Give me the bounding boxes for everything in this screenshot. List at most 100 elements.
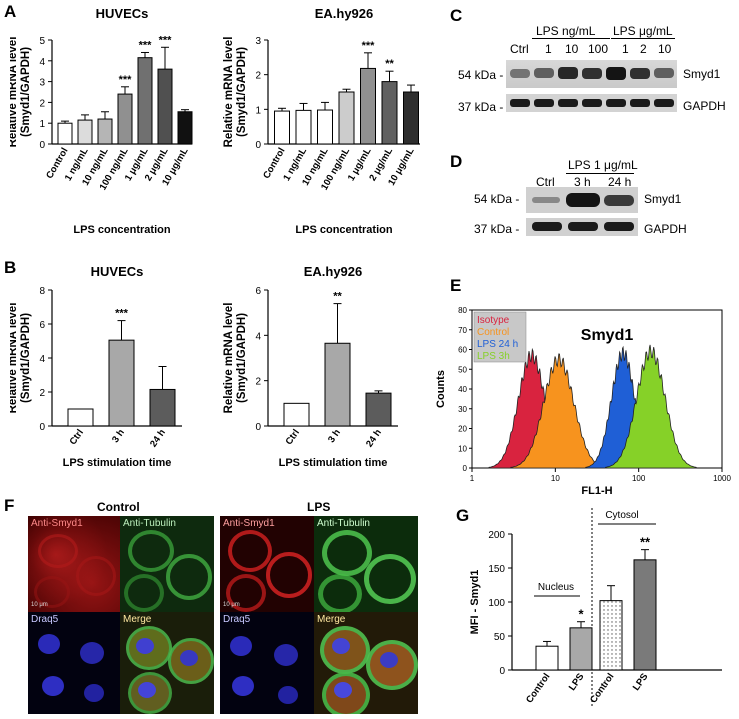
bar bbox=[97, 118, 113, 145]
legend-entry: Isotype bbox=[477, 315, 510, 326]
y-tick-label: 6 bbox=[255, 286, 261, 297]
x-axis-label: LPS concentration bbox=[295, 224, 392, 236]
bar bbox=[157, 68, 173, 145]
blot-d-header: LPS 1 μg/mL bbox=[568, 158, 638, 172]
blot-c-smyd1-band bbox=[606, 67, 626, 80]
micro-control-merge: Merge bbox=[120, 612, 214, 714]
significance-mark: ** bbox=[640, 535, 651, 550]
chart-title: EA.hy926 bbox=[315, 6, 374, 21]
panel-letter-g: G bbox=[456, 506, 470, 525]
blot-c-lane-label: 1 bbox=[545, 42, 552, 56]
blot-d-smyd1-label: Smyd1 bbox=[644, 192, 682, 206]
bar bbox=[365, 392, 392, 427]
micro-lps-label-merge: Merge bbox=[317, 614, 346, 625]
y-tick-label: 2 bbox=[39, 98, 45, 109]
y-tick-label: 200 bbox=[488, 530, 505, 541]
blot-c-header-line-ng bbox=[532, 38, 610, 39]
y-tick-label: 4 bbox=[255, 331, 261, 342]
chart-huvec-concentration: HUVECs 0 1 2 3 4 5 Relative mRNA level(Smyd1/GA… bbox=[10, 6, 193, 236]
significance-mark: *** bbox=[139, 39, 153, 51]
y-tick-label: 80 bbox=[458, 306, 467, 315]
micro-lps-draq5: Draq5 bbox=[220, 612, 314, 714]
chart-huvec-time: HUVECs 0 2 4 6 8 Relative mRNA level(Smyd1/GAP… bbox=[10, 264, 182, 469]
blot-d-lane-3h: 3 h bbox=[574, 175, 591, 189]
category-label: Ctrl bbox=[68, 427, 86, 447]
y-tick-label: 8 bbox=[39, 286, 45, 297]
chart-title: HUVECs bbox=[96, 6, 149, 21]
blot-d-band-ctrl bbox=[532, 197, 560, 203]
blot-c-gapdh-band bbox=[606, 99, 626, 107]
y-axis-label-line2: (Smyd1/GAPDH) bbox=[20, 313, 32, 403]
panel-letter-d: D bbox=[450, 152, 463, 171]
y-axis-label: Counts bbox=[435, 370, 447, 408]
bar bbox=[283, 402, 310, 427]
blot-c-lane-label: 1 bbox=[622, 42, 629, 56]
micro-control-label-smyd1: Anti-Smyd1 bbox=[31, 518, 83, 529]
blot-d-kda-54: 54 kDa - bbox=[474, 192, 520, 206]
bar bbox=[381, 81, 398, 145]
y-tick-label: 150 bbox=[488, 564, 505, 575]
blot-d-kda-37: 37 kDa - bbox=[474, 222, 520, 236]
western-blot-d: LPS 1 μg/mL Ctrl 3 h 24 h 54 kDa - 37 kD… bbox=[470, 148, 739, 248]
category-label: 3 h bbox=[110, 427, 127, 445]
blot-c-lane-label: 10 bbox=[565, 42, 579, 56]
blot-c-header-ug: LPS μg/mL bbox=[613, 24, 673, 38]
y-tick-label: 0 bbox=[255, 422, 261, 433]
blot-c-smyd1-strip bbox=[506, 60, 677, 88]
y-tick-label: 1 bbox=[255, 105, 261, 116]
y-tick-label: 100 bbox=[488, 598, 505, 609]
bar bbox=[274, 110, 290, 145]
legend-box bbox=[473, 311, 527, 363]
blot-c-smyd1-band bbox=[558, 67, 578, 80]
micro-lps-scale: 10 μm bbox=[223, 602, 240, 608]
blot-c-smyd1-band bbox=[534, 68, 554, 79]
micro-lps-title: LPS bbox=[307, 500, 331, 514]
blot-c-gapdh-band bbox=[654, 99, 674, 107]
significance-mark: *** bbox=[115, 308, 129, 320]
microscopy-panel: Control LPS Anti-Smyd1 10 μm Anti-Tubuli… bbox=[22, 498, 442, 716]
y-axis-label-line1: Relative mRNA level bbox=[223, 303, 235, 414]
legend-entry: LPS 3h bbox=[477, 351, 510, 362]
micro-control-title: Control bbox=[97, 500, 140, 514]
y-tick-label: 20 bbox=[458, 425, 467, 434]
blot-c-gapdh-band bbox=[534, 99, 554, 107]
significance-mark: *** bbox=[159, 34, 173, 46]
bar bbox=[403, 91, 419, 145]
y-tick-label: 50 bbox=[458, 365, 467, 374]
y-tick-label: 60 bbox=[458, 346, 467, 355]
y-tick-label: 0 bbox=[255, 140, 261, 151]
y-tick-label: 0 bbox=[39, 140, 45, 151]
y-tick-label: 0 bbox=[39, 422, 45, 433]
y-tick-label: 6 bbox=[39, 320, 45, 331]
blot-d-gapdh-label: GAPDH bbox=[644, 222, 687, 236]
category-label: 24 h bbox=[148, 427, 168, 449]
micro-lps-label-smyd1: Anti-Smyd1 bbox=[223, 518, 275, 529]
blot-c-smyd1-band bbox=[582, 67, 602, 80]
y-tick-label: 4 bbox=[39, 354, 45, 365]
y-axis-label: Relative mRNA level(Smyd1/GAPDH) bbox=[10, 303, 32, 414]
blot-c-header-ng: LPS ng/mL bbox=[536, 24, 596, 38]
blot-d-gapdh-band-3 bbox=[604, 222, 634, 231]
chart-title: HUVECs bbox=[91, 264, 144, 279]
y-tick-label: 2 bbox=[39, 388, 45, 399]
blot-d-gapdh-band-1 bbox=[532, 222, 562, 231]
category-label: LPS bbox=[631, 671, 651, 692]
chart-title: EA.hy926 bbox=[304, 264, 363, 279]
bar bbox=[317, 109, 333, 145]
significance-mark: *** bbox=[362, 40, 376, 52]
significance-mark: * bbox=[578, 607, 584, 622]
chart-ea-time: EA.hy926 0 2 4 6 Relative mRNA level(Smyd1/GA… bbox=[223, 264, 398, 469]
y-axis-label-line2: (Smyd1/GAPDH) bbox=[236, 313, 248, 403]
bar bbox=[57, 122, 73, 145]
micro-control-label-merge: Merge bbox=[123, 614, 152, 625]
y-tick-label: 10 bbox=[458, 444, 467, 453]
micro-control-label-tubulin: Anti-Tubulin bbox=[123, 518, 176, 529]
blot-d-band-24h bbox=[604, 195, 634, 206]
y-axis-label: Relative mRNA level(Smyd1/GAPDH) bbox=[223, 303, 248, 414]
panel-letter-f: F bbox=[4, 496, 15, 515]
blot-c-gapdh-band bbox=[558, 99, 578, 107]
blot-c-lane-label: 100 bbox=[588, 42, 609, 56]
panel-letter-c: C bbox=[450, 6, 463, 25]
x-axis-label: LPS concentration bbox=[73, 224, 170, 236]
